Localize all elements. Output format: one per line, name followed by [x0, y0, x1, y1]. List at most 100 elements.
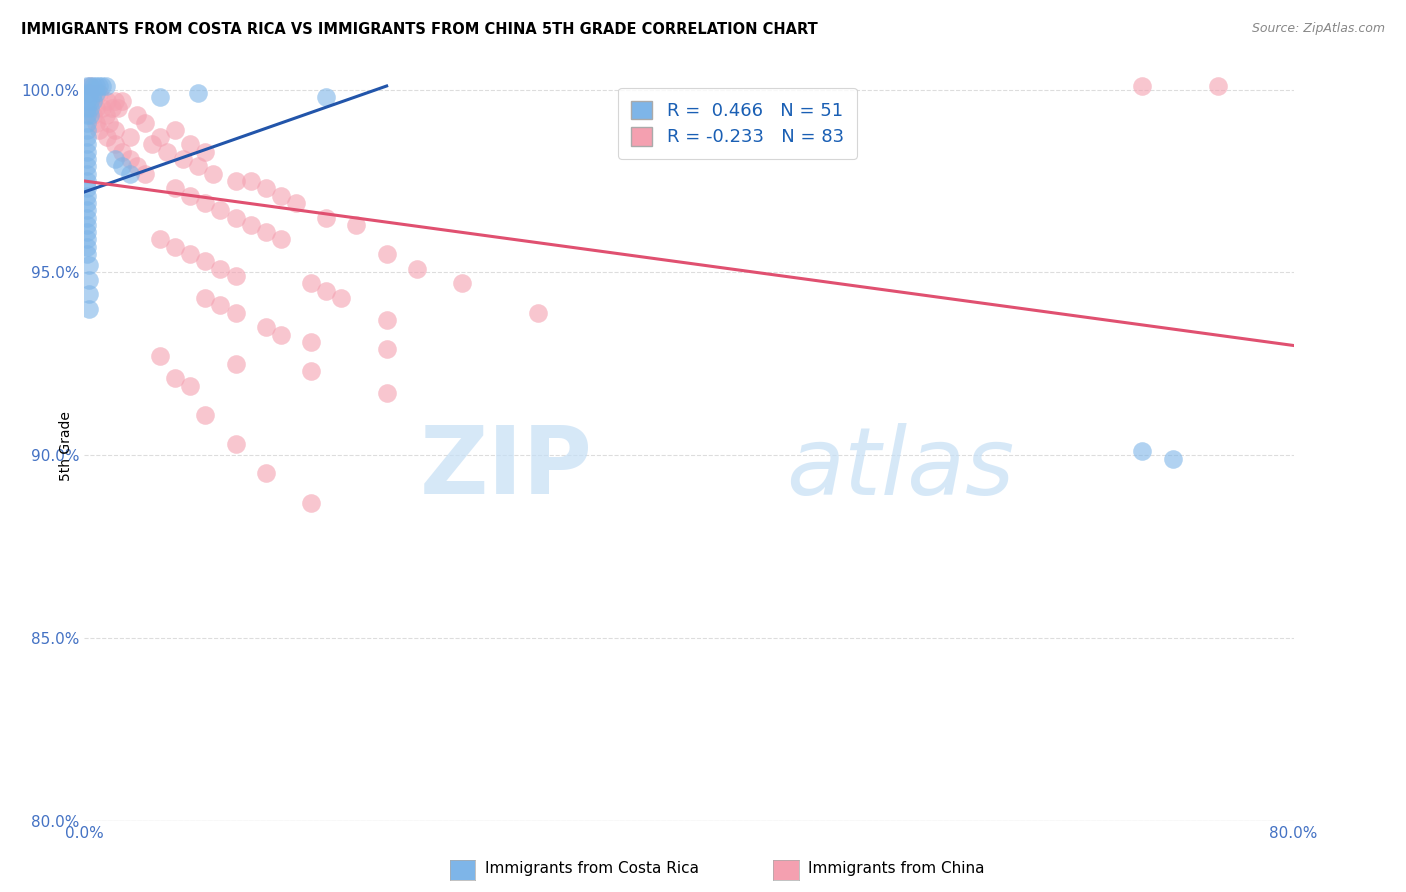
- Point: [201, 167, 224, 181]
- Point: [79, 108, 101, 122]
- Point: [76, 160, 98, 174]
- Point: [149, 350, 172, 364]
- Point: [179, 188, 201, 202]
- Point: [141, 137, 163, 152]
- Point: [118, 167, 141, 181]
- Point: [91, 101, 114, 115]
- Point: [94, 108, 117, 122]
- Point: [165, 123, 187, 137]
- Y-axis label: 5th Grade: 5th Grade: [59, 411, 73, 481]
- Point: [79, 87, 101, 101]
- Point: [134, 167, 156, 181]
- Point: [270, 188, 292, 202]
- Point: [299, 496, 322, 510]
- Point: [97, 115, 120, 129]
- Point: [134, 115, 156, 129]
- Point: [225, 305, 247, 319]
- Point: [76, 211, 98, 225]
- Point: [239, 174, 262, 188]
- Point: [225, 437, 247, 451]
- Point: [96, 130, 118, 145]
- Text: Immigrants from China: Immigrants from China: [808, 862, 986, 876]
- Point: [149, 130, 172, 145]
- Point: [225, 174, 247, 188]
- Point: [209, 203, 232, 218]
- Point: [104, 137, 127, 152]
- Point: [172, 152, 194, 166]
- Point: [76, 188, 98, 202]
- Point: [165, 181, 187, 195]
- Point: [79, 78, 101, 93]
- Point: [76, 218, 98, 232]
- Point: [406, 261, 429, 276]
- Point: [149, 232, 172, 246]
- Point: [79, 78, 101, 93]
- Point: [451, 277, 474, 291]
- Text: IMMIGRANTS FROM COSTA RICA VS IMMIGRANTS FROM CHINA 5TH GRADE CORRELATION CHART: IMMIGRANTS FROM COSTA RICA VS IMMIGRANTS…: [21, 22, 818, 37]
- Point: [254, 467, 277, 481]
- Point: [209, 261, 232, 276]
- Point: [86, 101, 108, 115]
- Point: [76, 137, 98, 152]
- Point: [270, 232, 292, 246]
- Point: [299, 364, 322, 378]
- Point: [1161, 451, 1184, 466]
- Point: [330, 291, 353, 305]
- Point: [100, 101, 122, 115]
- Point: [285, 196, 308, 211]
- Point: [118, 130, 141, 145]
- Point: [76, 101, 98, 115]
- Text: Source: ZipAtlas.com: Source: ZipAtlas.com: [1251, 22, 1385, 36]
- Point: [194, 196, 217, 211]
- Point: [82, 94, 104, 108]
- Point: [179, 247, 201, 261]
- Point: [375, 247, 398, 261]
- Point: [82, 78, 104, 93]
- Point: [77, 258, 100, 272]
- Point: [209, 298, 232, 312]
- Point: [79, 94, 101, 108]
- Point: [89, 87, 111, 101]
- Point: [89, 78, 111, 93]
- Point: [187, 160, 209, 174]
- Point: [239, 218, 262, 232]
- Text: ZIP: ZIP: [419, 423, 592, 515]
- Point: [79, 101, 101, 115]
- Point: [96, 94, 118, 108]
- Point: [76, 130, 98, 145]
- Point: [254, 320, 277, 334]
- Point: [179, 137, 201, 152]
- Point: [149, 90, 172, 104]
- Legend: R =  0.466   N = 51, R = -0.233   N = 83: R = 0.466 N = 51, R = -0.233 N = 83: [619, 88, 856, 159]
- Point: [76, 78, 98, 93]
- Point: [76, 181, 98, 195]
- Point: [156, 145, 179, 159]
- Point: [111, 160, 134, 174]
- Point: [76, 167, 98, 181]
- Point: [179, 378, 201, 392]
- Point: [315, 90, 337, 104]
- Point: [76, 123, 98, 137]
- Point: [270, 327, 292, 342]
- Point: [375, 313, 398, 327]
- Point: [76, 108, 98, 122]
- Point: [76, 203, 98, 218]
- Point: [104, 123, 127, 137]
- Point: [1130, 444, 1153, 458]
- Point: [127, 160, 149, 174]
- Point: [86, 115, 108, 129]
- Point: [107, 101, 129, 115]
- Point: [76, 94, 98, 108]
- Point: [194, 408, 217, 422]
- Point: [94, 78, 117, 93]
- Point: [165, 240, 187, 254]
- Point: [77, 287, 100, 301]
- Point: [77, 273, 100, 287]
- Point: [79, 87, 101, 101]
- Point: [76, 152, 98, 166]
- Point: [1206, 78, 1229, 93]
- Text: Immigrants from Costa Rica: Immigrants from Costa Rica: [485, 862, 699, 876]
- Point: [194, 145, 217, 159]
- Point: [165, 371, 187, 385]
- Point: [1130, 78, 1153, 93]
